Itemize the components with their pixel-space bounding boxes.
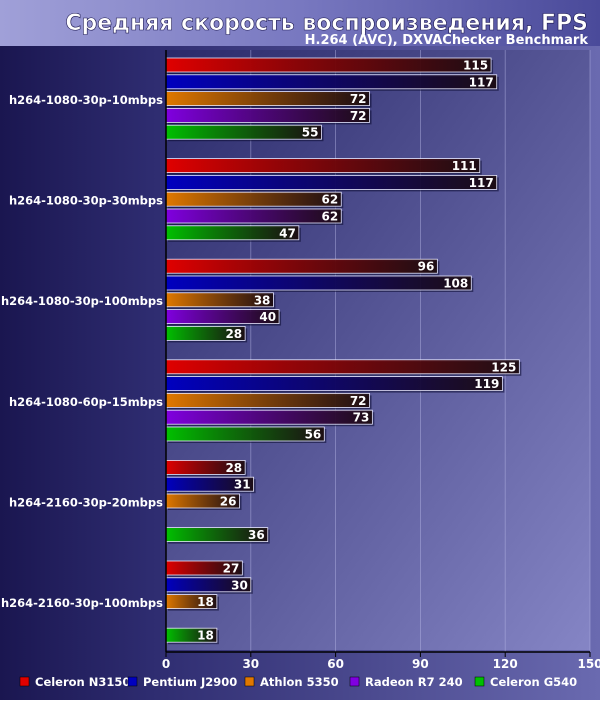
data-label: 108 [443,277,468,291]
legend-label: Celeron N3150 [35,675,130,689]
data-label: 28 [225,461,242,475]
bar [165,376,503,392]
bar [165,91,370,106]
bar [165,124,322,140]
data-label: 119 [474,377,499,391]
data-label: 36 [248,528,265,542]
data-label: 117 [469,75,494,89]
legend-swatch [19,676,30,687]
bar [165,191,342,207]
data-label: 111 [452,159,477,173]
x-tick-label: 30 [242,657,259,671]
category-label: h264-2160-30p-100mbps [1,596,163,610]
data-label: 115 [463,59,488,73]
chart-subtitle: H.264 (AVC), DXVAChecker Benchmark [305,33,589,48]
header-band [0,0,600,46]
chart-title: Средняя скорость воспроизведения, FPS [65,11,588,36]
legend-swatch [244,676,255,687]
bar [165,392,370,408]
legend: Celeron N3150 Pentium J2900 Athlon 5350 Rad… [19,675,577,689]
data-label: 47 [279,226,296,240]
legend-swatch [127,676,138,687]
legend-swatch [349,676,360,687]
legend-label: Radeon R7 240 [365,675,463,689]
bar [165,158,481,174]
bar [165,426,325,442]
data-label: 117 [469,176,494,190]
bar [165,275,472,291]
data-label: 28 [225,327,242,341]
category-label: h264-1080-30p-30mbps [9,194,163,208]
category-label: h264-1080-60p-15mbps [9,395,163,409]
data-label: 72 [350,92,367,106]
x-tick-label: 90 [412,657,429,671]
data-label: 72 [350,394,367,408]
legend-label: Pentium J2900 [143,675,237,689]
data-label: 73 [353,411,370,425]
data-label: 30 [231,578,248,592]
x-tick-label: 120 [493,657,518,671]
x-tick-label: 60 [327,657,344,671]
legend-label: Celeron G540 [490,675,577,689]
category-label: h264-2160-30p-20mbps [9,495,163,509]
bar [165,258,438,274]
plot-area [166,50,590,650]
category-labels: h264-1080-30p-10mbps h264-1080-30p-30mbps… [1,93,163,610]
x-tick-label: 150 [577,657,600,671]
bar [165,57,492,73]
data-label: 18 [197,629,214,643]
data-label: 27 [223,562,240,576]
data-label: 56 [305,428,322,442]
bar [165,108,370,123]
legend-label: Athlon 5350 [260,675,339,689]
bar [165,409,373,425]
data-label: 62 [322,210,339,224]
x-tick-label: 0 [162,657,170,671]
category-label: h264-1080-30p-10mbps [9,93,163,107]
data-label: 96 [418,260,435,274]
data-label: 72 [350,109,367,123]
bar [165,208,342,224]
category-label: h264-1080-30p-100mbps [1,294,163,308]
data-label: 62 [322,193,339,207]
bar [165,74,498,90]
bar [165,174,498,190]
data-label: 26 [220,495,237,509]
bar [165,359,520,375]
data-label: 18 [197,595,214,609]
grid-lines [250,50,591,652]
data-label: 38 [254,293,271,307]
data-label: 55 [302,126,319,140]
data-label: 31 [234,478,251,492]
x-tick-labels: 0 30 60 90 120 150 [162,652,600,671]
data-label: 40 [259,310,276,324]
data-label: 125 [491,360,516,374]
legend-swatch [474,676,485,687]
